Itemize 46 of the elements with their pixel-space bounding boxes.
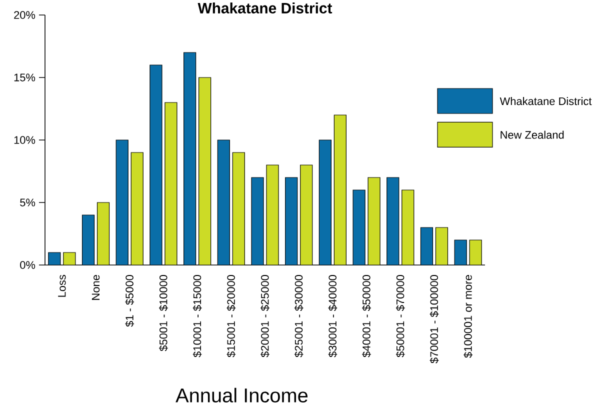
x-tick-label: Loss [58,274,66,297]
bar [164,102,178,265]
bar [150,64,162,265]
bar [82,214,95,265]
bar [402,190,414,265]
bar [300,164,313,265]
bar [184,52,196,265]
x-tick-label: $50001 - $70000 [396,274,405,358]
bar [469,240,482,265]
bar [232,152,245,265]
x-tick-label: $1 - $5000 [125,274,134,327]
bar [435,227,448,265]
y-tick-label: 15% [14,74,36,82]
bar [318,140,332,265]
bar [251,177,264,265]
y-tick-label: 0% [20,261,36,269]
chart-title: Whakatane District [198,2,332,14]
x-tick-label: None [92,275,100,300]
bar [96,202,110,265]
bar [217,140,230,265]
bar [198,77,212,265]
bar [454,240,467,265]
bar [334,114,346,265]
x-tick-label: $25001 - $30000 [294,274,304,358]
x-tick-label: $10001 - $15000 [192,274,202,358]
x-tick-label: $5001 - $10000 [159,274,168,352]
bar [368,177,380,265]
y-tick-label: 20% [14,11,36,19]
x-tick-label: $30001 - $40000 [328,274,338,358]
y-tick-label: 10% [14,136,36,144]
x-tick-label: $40001 - $50000 [362,274,371,358]
text: New Zealand [500,130,564,139]
x-axis-title: Annual Income [176,388,308,402]
x-tick-label: $100001 or more [464,275,473,358]
x-tick-label: $15001 - $20000 [226,274,236,358]
x-tick-label: $70001 - $100000 [430,274,439,364]
x-tick-label: $20001 - $25000 [260,274,270,358]
bar [386,177,400,265]
bar [130,152,144,265]
bar [352,190,366,265]
bar [266,164,279,265]
bar [420,227,434,265]
bar [116,140,128,265]
bar [285,177,298,265]
text: Whakatane District [500,97,592,106]
y-tick-label: 5% [20,198,36,206]
